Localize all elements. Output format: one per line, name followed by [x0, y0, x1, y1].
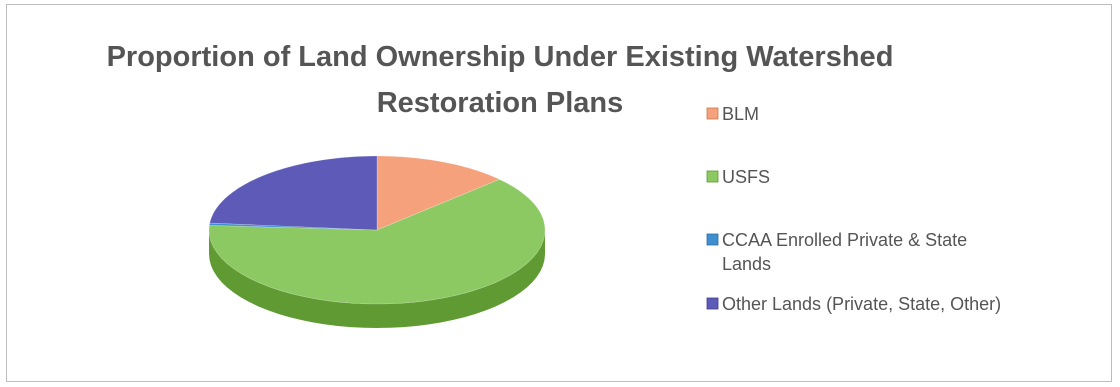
legend-swatch-3 — [706, 297, 719, 310]
legend-item-2: CCAA Enrolled Private & State Lands — [706, 230, 967, 274]
legend-swatch-1 — [706, 170, 719, 183]
legend-item-3: Other Lands (Private, State, Other) — [706, 294, 1001, 314]
legend-label-3: Other Lands (Private, State, Other) — [722, 294, 1001, 314]
pie-slice-side-1 — [209, 230, 545, 328]
legend-label-0: BLM — [722, 104, 759, 124]
legend-swatch-0 — [706, 107, 719, 120]
legend: BLM USFS CCAA Enrolled Private & State Land… — [706, 104, 1001, 314]
legend-label-1: USFS — [722, 167, 770, 187]
pie-slice-3 — [209, 155, 378, 231]
pie-slice-0 — [376, 155, 501, 231]
legend-swatch-2 — [706, 233, 719, 246]
legend-item-0: BLM — [706, 104, 759, 124]
legend-label-2-line-0: CCAA Enrolled Private & State — [722, 230, 967, 250]
chart-frame — [6, 4, 1112, 382]
chart-title: Proportion of Land Ownership Under Exist… — [0, 34, 1000, 126]
chart-title-line-2: Restoration Plans — [376, 87, 624, 119]
chart-title-line-1: Proportion of Land Ownership Under Exist… — [106, 41, 894, 73]
pie-slice-1 — [208, 179, 546, 305]
legend-item-1: USFS — [706, 167, 770, 187]
legend-label-2-line-1: Lands — [722, 254, 771, 274]
pie-layer — [208, 155, 546, 328]
pie-slice-2 — [208, 222, 378, 231]
